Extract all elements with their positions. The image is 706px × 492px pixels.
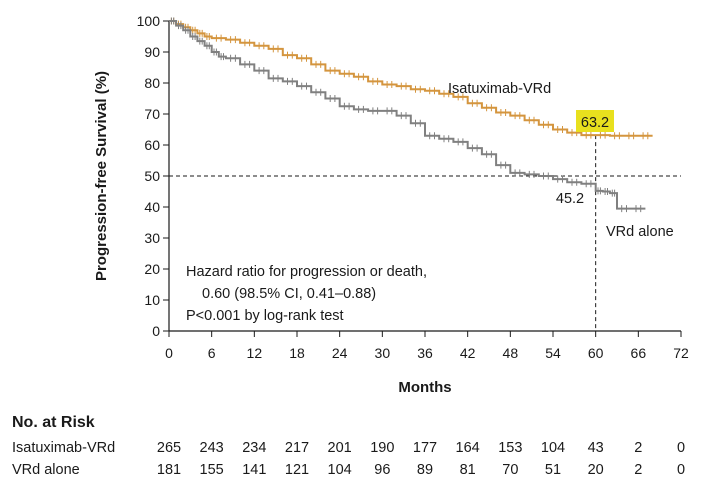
risk-cell: 2 — [634, 440, 643, 456]
y-tick-label: 60 — [144, 137, 160, 153]
chart-labels: Progression-free Survival (%) Months 63.… — [93, 71, 674, 396]
risk-table: No. at Risk Isatuximab-VRd 265 243 234 217 2… — [0, 410, 706, 490]
risk-cell: 217 — [284, 440, 310, 456]
x-tick-label: 48 — [503, 345, 519, 361]
risk-cell: 2 — [634, 462, 643, 478]
x-tick-label: 66 — [631, 345, 647, 361]
chart-axes: 0 10 20 30 40 50 60 70 80 90 100 0 6 12 18 24 30 36 42 48 54… — [137, 13, 689, 361]
risk-table-title: No. at Risk — [12, 414, 95, 431]
y-tick-label: 50 — [144, 168, 160, 184]
x-tick-label: 0 — [165, 345, 173, 361]
x-tick-label: 6 — [208, 345, 216, 361]
risk-cell: 190 — [370, 440, 395, 456]
x-tick-label: 18 — [289, 345, 305, 361]
y-tick-label: 100 — [137, 13, 161, 29]
risk-cell: 0 — [676, 462, 686, 478]
risk-cell: 141 — [242, 462, 267, 478]
x-tick-label: 60 — [588, 345, 604, 361]
risk-cell: 121 — [284, 462, 310, 478]
y-tick-label: 0 — [152, 323, 160, 339]
risk-cell: 89 — [416, 462, 434, 478]
vrd-series-label: VRd alone — [606, 224, 674, 240]
y-tick-label: 20 — [144, 261, 160, 277]
risk-cell: 153 — [498, 440, 523, 456]
vrd-value-label: 45.2 — [556, 191, 584, 207]
chart-curves — [169, 17, 653, 213]
risk-cell: 70 — [502, 462, 519, 478]
isatuximab-series-label: Isatuximab-VRd — [448, 81, 551, 97]
risk-cell: 177 — [412, 440, 438, 456]
risk-cell: 43 — [587, 440, 604, 456]
y-tick-label: 30 — [144, 230, 160, 246]
y-tick-label: 90 — [144, 44, 160, 60]
p-value-line: P<0.001 by log-rank test — [186, 308, 344, 324]
risk-cell: 0 — [676, 440, 686, 456]
risk-cell: 104 — [327, 462, 352, 478]
risk-row-label: Isatuximab-VRd — [12, 440, 116, 456]
x-tick-label: 24 — [332, 345, 348, 361]
risk-cell: 96 — [374, 462, 391, 478]
y-tick-label: 70 — [144, 106, 160, 122]
y-tick-label: 10 — [144, 292, 160, 308]
censor-marks-1 — [170, 17, 642, 213]
x-axis-title: Months — [398, 379, 451, 396]
value-highlight — [576, 110, 614, 132]
risk-cell: 234 — [242, 440, 267, 456]
risk-cell: 104 — [540, 440, 566, 456]
hazard-ratio-line1: Hazard ratio for progression or death, — [186, 264, 427, 280]
x-tick-label: 36 — [417, 345, 433, 361]
risk-cell: 265 — [156, 440, 182, 456]
risk-cell: 181 — [156, 462, 182, 478]
risk-row-label: VRd alone — [12, 462, 80, 478]
y-tick-label: 80 — [144, 75, 160, 91]
risk-cell: 51 — [544, 462, 562, 478]
x-tick-label: 42 — [460, 345, 476, 361]
series-line-1 — [169, 20, 646, 210]
x-tick-label: 30 — [375, 345, 391, 361]
x-tick-label: 54 — [545, 345, 561, 361]
risk-cell: 164 — [455, 440, 480, 456]
risk-cell: 20 — [587, 462, 604, 478]
x-tick-label: 12 — [247, 345, 263, 361]
y-tick-label: 40 — [144, 199, 160, 215]
hazard-ratio-line2: 0.60 (98.5% CI, 0.41–0.88) — [202, 286, 376, 302]
risk-cell: 155 — [199, 462, 224, 478]
isatuximab-value-label: 63.2 — [581, 115, 609, 131]
risk-cell: 201 — [327, 440, 352, 456]
x-tick-label: 72 — [673, 345, 689, 361]
y-axis-title: Progression-free Survival (%) — [93, 71, 110, 281]
km-chart: 0 10 20 30 40 50 60 70 80 90 100 0 6 12 18 24 30 36 42 48 54… — [93, 13, 689, 396]
risk-cell: 81 — [459, 462, 476, 478]
risk-cell: 243 — [199, 440, 224, 456]
